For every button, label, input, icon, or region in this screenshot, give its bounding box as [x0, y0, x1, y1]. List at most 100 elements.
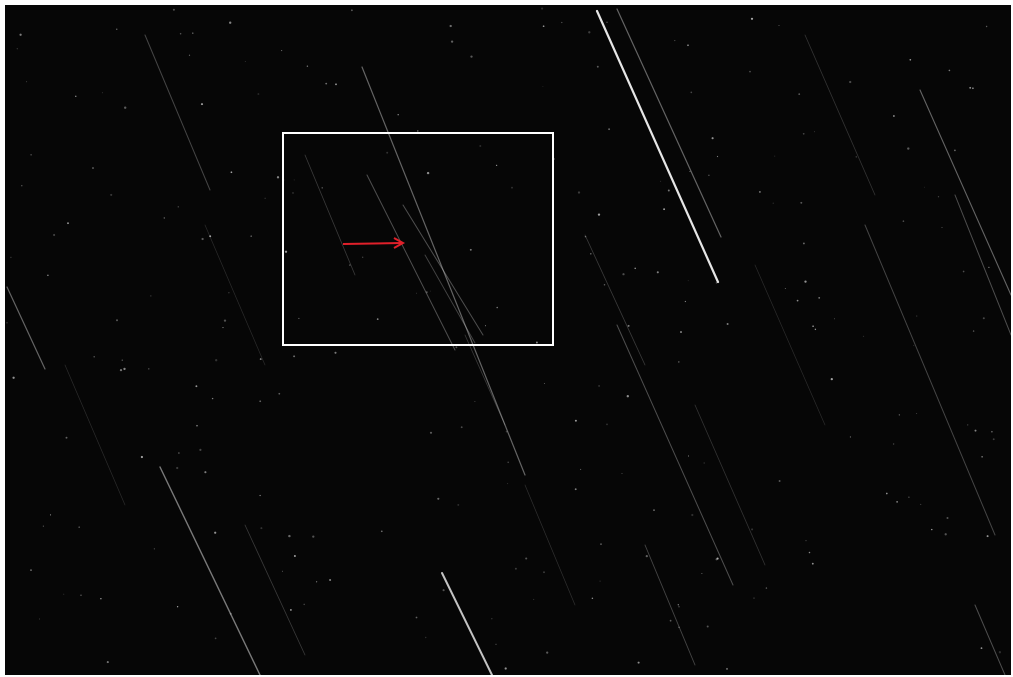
background-star: [626, 395, 629, 398]
background-star: [496, 306, 498, 309]
background-star: [507, 483, 509, 485]
background-star: [199, 448, 202, 451]
background-star: [514, 567, 517, 570]
background-star: [30, 154, 32, 156]
background-star: [599, 580, 601, 582]
background-star: [543, 571, 545, 574]
background-star: [597, 213, 601, 216]
background-star: [627, 324, 630, 327]
background-star: [677, 361, 680, 363]
background-star: [38, 618, 40, 620]
background-star: [479, 145, 482, 147]
background-star: [442, 589, 445, 592]
background-star: [634, 267, 636, 270]
background-star: [298, 317, 300, 319]
background-star: [507, 461, 510, 464]
star-trail: [616, 324, 734, 586]
background-star: [6, 321, 8, 324]
background-star: [484, 325, 487, 327]
background-star: [772, 202, 774, 204]
background-star: [188, 54, 191, 56]
background-star: [455, 346, 458, 349]
arrow-shaft: [342, 242, 402, 245]
background-star: [535, 341, 538, 344]
background-star: [962, 270, 965, 273]
background-star: [814, 328, 817, 331]
background-star: [429, 431, 433, 434]
background-star: [214, 637, 217, 640]
background-star: [541, 7, 544, 10]
background-star: [148, 368, 150, 370]
background-star: [542, 85, 544, 87]
background-star: [596, 65, 599, 68]
background-star: [981, 456, 983, 458]
star-trail: [424, 254, 476, 344]
background-star: [177, 206, 179, 208]
background-star: [106, 661, 109, 664]
star-trail: [524, 484, 576, 606]
star-trail-photo: [5, 5, 1011, 675]
background-star: [588, 31, 591, 34]
star-trail: [361, 66, 526, 476]
star-trail: [616, 8, 722, 238]
background-star: [680, 331, 682, 333]
background-star: [916, 412, 918, 414]
background-star: [380, 530, 383, 533]
background-star: [93, 355, 95, 358]
background-star: [600, 543, 602, 545]
background-star: [678, 626, 680, 629]
background-star: [603, 284, 606, 286]
background-star: [546, 651, 549, 654]
background-star: [124, 106, 127, 109]
background-star: [800, 201, 803, 204]
background-star: [907, 147, 910, 150]
background-star: [689, 171, 691, 172]
background-star: [26, 81, 28, 83]
background-star: [415, 616, 418, 619]
background-star: [140, 455, 144, 459]
background-star: [259, 400, 262, 403]
background-star: [814, 131, 816, 133]
background-star: [289, 608, 292, 611]
background-star: [110, 193, 113, 196]
background-star: [222, 327, 224, 329]
background-star: [386, 151, 389, 154]
background-star: [211, 397, 214, 400]
star-trail: [919, 89, 1011, 296]
background-star: [470, 55, 473, 58]
background-star: [53, 233, 56, 237]
background-star: [21, 185, 23, 187]
background-star: [684, 300, 687, 303]
background-star: [687, 280, 689, 282]
background-star: [172, 8, 175, 11]
background-star: [12, 376, 15, 379]
background-star: [335, 83, 337, 86]
background-star: [691, 513, 694, 517]
background-star: [215, 359, 218, 362]
background-star: [660, 180, 662, 182]
background-star: [293, 355, 296, 358]
background-star: [656, 271, 659, 274]
background-star: [802, 132, 805, 135]
background-star: [196, 424, 198, 427]
background-star: [584, 235, 587, 238]
background-star: [10, 256, 12, 259]
background-star: [460, 426, 463, 429]
background-star: [195, 385, 198, 388]
background-star: [677, 604, 679, 606]
star-trail: [204, 224, 266, 366]
background-star: [885, 492, 888, 495]
star-trail: [804, 34, 876, 196]
background-star: [192, 32, 194, 34]
background-star: [798, 93, 801, 95]
background-star: [325, 82, 328, 85]
background-star: [796, 299, 799, 302]
background-star: [101, 92, 103, 94]
background-star: [687, 455, 690, 457]
background-star: [376, 318, 379, 320]
background-star: [150, 295, 152, 297]
background-star: [116, 319, 118, 322]
background-star: [892, 443, 895, 445]
background-star: [504, 667, 507, 670]
background-star: [998, 651, 1002, 654]
